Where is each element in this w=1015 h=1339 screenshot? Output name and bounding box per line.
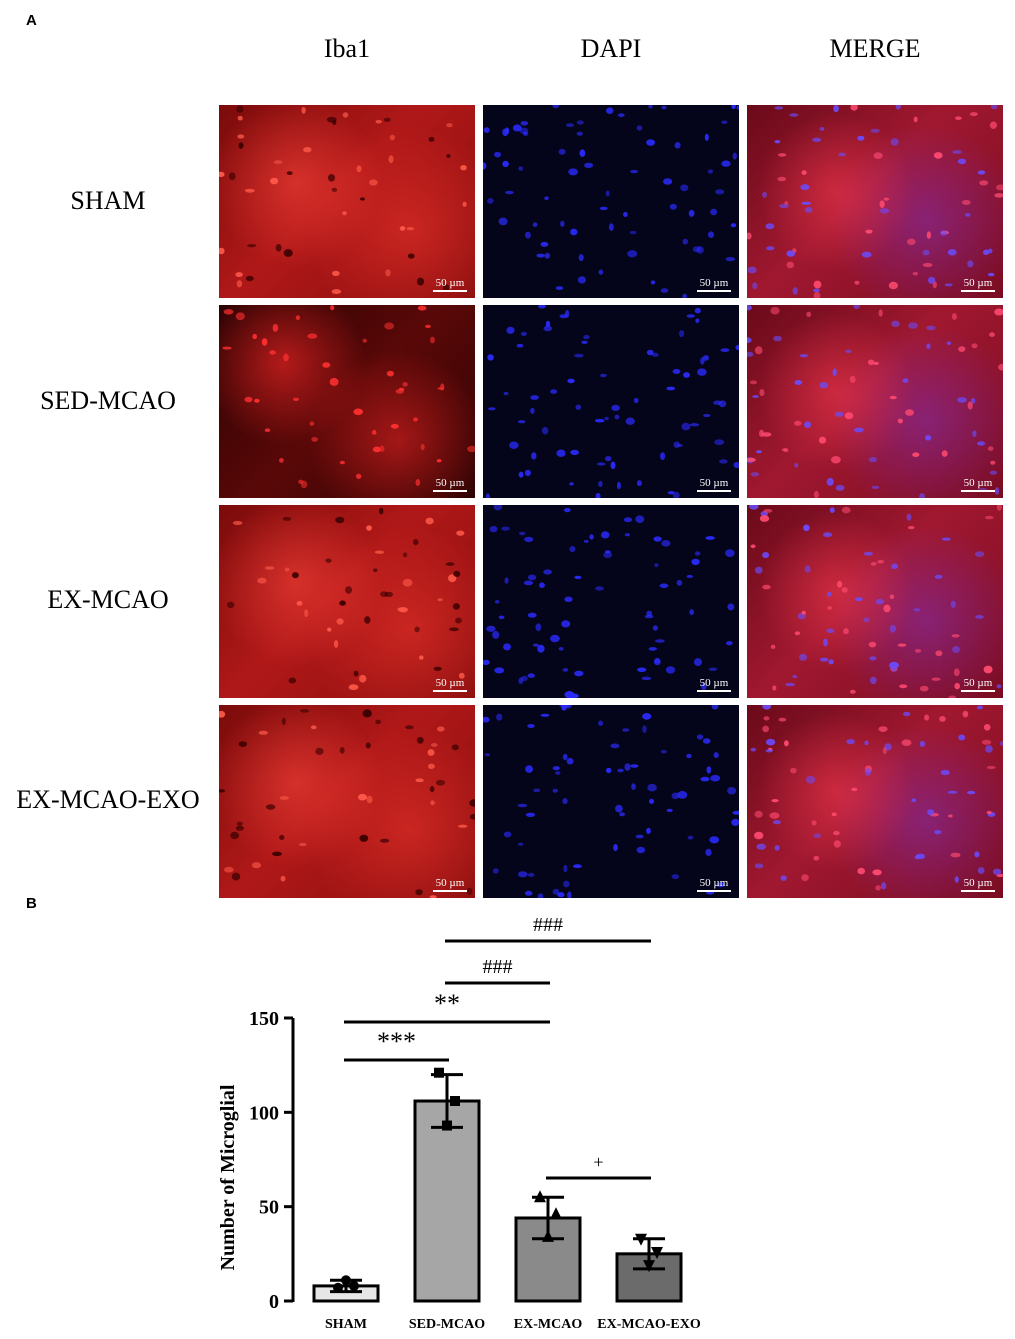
x-tick-label-ex-mcao: EX-MCAO — [514, 1317, 583, 1332]
row-label-ex-mcao-exo: EX-MCAO-EXO — [16, 785, 200, 814]
data-point-ex-mcao-1 — [534, 1190, 546, 1203]
scale-bar-line — [697, 890, 731, 892]
data-point-ex-mcao-exo-1 — [635, 1233, 647, 1246]
scale-bar-label: 50 µm — [963, 877, 993, 889]
significance-label-1: *** — [377, 1027, 416, 1056]
micrograph-sed-mcao-merge: 50 µm — [747, 305, 1003, 498]
micrograph-ex-mcao-exo-merge: 50 µm — [747, 705, 1003, 898]
significance-label-3: ### — [483, 956, 513, 978]
microglia-bar-chart: 0 50 100 150 Number of Microglial SHAM SED-MCA… — [217, 914, 701, 1332]
scale-bar-line — [697, 490, 731, 492]
micrograph-ex-mcao-iba1: 50 µm — [219, 505, 475, 698]
scale-bar-line — [697, 690, 731, 692]
row-label-ex-mcao: EX-MCAO — [47, 585, 169, 614]
micrograph-sham-iba1: 50 µm — [219, 105, 475, 298]
data-point-sed-mcao-1 — [434, 1067, 444, 1078]
y-axis-label: Number of Microglial — [217, 1084, 239, 1270]
y-tick-label-150: 150 — [249, 1008, 279, 1030]
scale-bar: 50 µm — [433, 477, 467, 492]
panel-b-letter: B — [26, 895, 37, 912]
scale-bar: 50 µm — [961, 277, 995, 292]
scale-bar-label: 50 µm — [963, 277, 993, 289]
scale-bar: 50 µm — [697, 477, 731, 492]
column-header-dapi: DAPI — [580, 34, 642, 63]
row-label-sed-mcao: SED-MCAO — [40, 386, 176, 415]
significance-label-2: ** — [434, 989, 460, 1018]
y-tick-label-100: 100 — [249, 1102, 279, 1124]
scale-bar-label: 50 µm — [699, 277, 729, 289]
micrograph-ex-mcao-exo-iba1: 50 µm — [219, 705, 475, 898]
scale-bar-line — [961, 490, 995, 492]
micrograph-sed-mcao-dapi: 50 µm — [483, 305, 739, 498]
scale-bar: 50 µm — [697, 277, 731, 292]
scale-bar-label: 50 µm — [699, 477, 729, 489]
scale-bar-line — [433, 690, 467, 692]
scale-bar: 50 µm — [433, 877, 467, 892]
data-point-ex-mcao-2 — [542, 1229, 554, 1242]
scale-bar-label: 50 µm — [435, 477, 465, 489]
scale-bar-label: 50 µm — [699, 677, 729, 689]
scale-bar-line — [433, 890, 467, 892]
y-tick-label-0: 0 — [269, 1291, 279, 1313]
data-point-ex-mcao-3 — [550, 1207, 562, 1220]
panel-a-letter: A — [26, 12, 37, 29]
scale-bar-label: 50 µm — [435, 877, 465, 889]
data-point-ex-mcao-exo-2 — [643, 1260, 655, 1273]
data-point-sham-1 — [333, 1282, 343, 1293]
significance-label-5: + — [593, 1152, 603, 1172]
bar-sed-mcao — [413, 1099, 481, 1303]
scale-bar: 50 µm — [961, 677, 995, 692]
scale-bar: 50 µm — [961, 477, 995, 492]
scale-bar-label: 50 µm — [963, 477, 993, 489]
y-tick-label-50: 50 — [259, 1197, 279, 1219]
scale-bar-label: 50 µm — [435, 277, 465, 289]
scale-bar-label: 50 µm — [963, 677, 993, 689]
micrograph-sham-dapi: 50 µm — [483, 105, 739, 298]
x-tick-label-sed-mcao: SED-MCAO — [409, 1317, 485, 1332]
micrograph-sed-mcao-iba1: 50 µm — [219, 305, 475, 498]
scale-bar: 50 µm — [697, 677, 731, 692]
x-tick-label-ex-mcao-exo: EX-MCAO-EXO — [597, 1317, 701, 1332]
scale-bar: 50 µm — [961, 877, 995, 892]
scale-bar: 50 µm — [433, 277, 467, 292]
scale-bar-line — [961, 290, 995, 292]
column-header-merge: MERGE — [829, 34, 921, 63]
row-label-sham: SHAM — [70, 186, 146, 215]
x-tick-label-sham: SHAM — [325, 1317, 367, 1332]
scale-bar: 50 µm — [697, 877, 731, 892]
data-point-sed-mcao-2 — [442, 1120, 452, 1131]
micrograph-ex-mcao-exo-dapi: 50 µm — [483, 705, 739, 898]
data-point-sed-mcao-3 — [450, 1096, 460, 1107]
data-point-ex-mcao-exo-3 — [651, 1246, 663, 1259]
scale-bar-line — [961, 690, 995, 692]
bar-ex-mcao-exo — [615, 1252, 683, 1303]
scale-bar-line — [697, 290, 731, 292]
scale-bar-label: 50 µm — [435, 677, 465, 689]
micrograph-ex-mcao-merge: 50 µm — [747, 505, 1003, 698]
column-header-iba1: Iba1 — [323, 34, 371, 63]
data-point-sham-2 — [341, 1275, 351, 1286]
scale-bar-line — [433, 290, 467, 292]
significance-label-4: ### — [533, 914, 563, 936]
scale-bar: 50 µm — [433, 677, 467, 692]
micrograph-sham-merge: 50 µm — [747, 105, 1003, 298]
scale-bar-line — [961, 890, 995, 892]
scale-bar-line — [433, 490, 467, 492]
data-point-sham-3 — [349, 1280, 359, 1291]
scale-bar-label: 50 µm — [699, 877, 729, 889]
micrograph-ex-mcao-dapi: 50 µm — [483, 505, 739, 698]
